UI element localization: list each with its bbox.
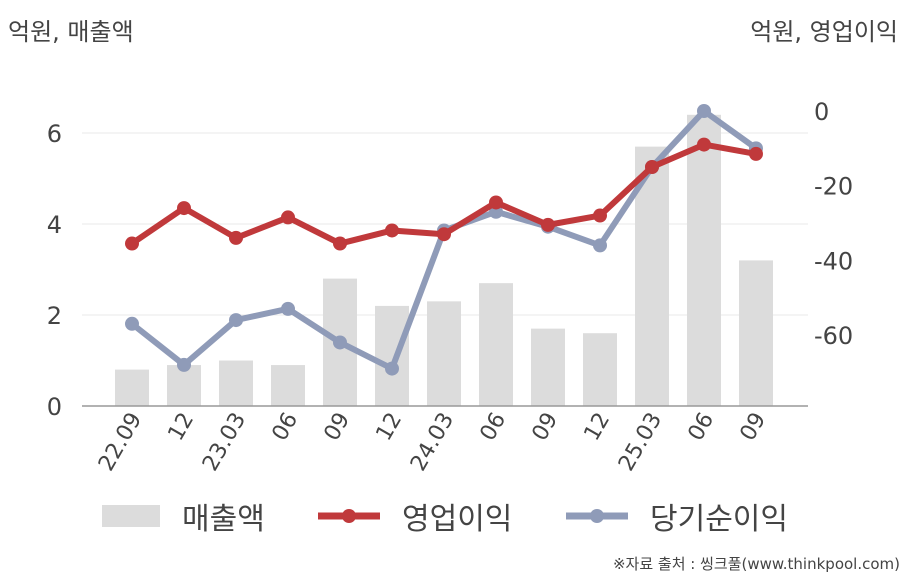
net-point (697, 104, 711, 118)
net-point (385, 361, 399, 376)
revenue-bar (739, 260, 773, 406)
operating-point (541, 217, 555, 232)
legend-item-revenue: 매출액 (102, 494, 265, 538)
revenue-bar (583, 333, 617, 406)
right-axis-unit: 억원, 영업이익 (750, 18, 898, 46)
right-tick-label: -40 (814, 247, 853, 275)
net-point (593, 238, 607, 253)
revenue-bar (115, 369, 149, 406)
source-note: ※자료 출처 : 씽크풀(www.thinkpool.com) (612, 555, 900, 573)
operating-point (749, 146, 763, 161)
revenue-bar (427, 301, 461, 406)
x-tick-label: 12 (164, 409, 200, 446)
revenue-bar (271, 365, 305, 406)
left-tick-label: 6 (47, 120, 62, 148)
revenue-bar (635, 146, 669, 406)
x-tick-label: 06 (268, 409, 304, 446)
right-tick-label: -20 (814, 173, 853, 201)
revenue-bar (531, 328, 565, 406)
operating-point (593, 208, 607, 223)
left-axis-unit: 억원, 매출액 (8, 18, 134, 46)
operating-swatch (318, 509, 380, 523)
operating-point (281, 210, 295, 225)
x-tick-label: 24.03 (406, 409, 459, 476)
right-tick-label: -60 (814, 322, 853, 350)
legend-label-revenue: 매출액 (182, 502, 265, 537)
net-point (177, 357, 191, 372)
legend-item-operating: 영업이익 (318, 494, 512, 538)
x-tick-label: 09 (320, 409, 356, 446)
revenue-bar (167, 365, 201, 406)
operating-point (177, 201, 191, 216)
right-tick-label: 0 (814, 98, 829, 126)
revenue-swatch (102, 505, 160, 527)
net-swatch (566, 509, 628, 523)
legend-item-net: 당기순이익 (566, 494, 788, 538)
x-tick-label: 23.03 (198, 409, 251, 476)
legend-label-net: 당기순이익 (650, 502, 788, 537)
revenue-bar (479, 283, 513, 406)
left-tick-label: 0 (47, 393, 62, 421)
left-tick-label: 2 (47, 302, 62, 330)
x-tick-label: 22.09 (94, 409, 147, 476)
revenue-bar (219, 360, 253, 406)
operating-point (645, 160, 659, 174)
operating-point (333, 236, 347, 251)
x-tick-label: 06 (684, 409, 720, 446)
x-tick-label: 12 (580, 409, 616, 446)
revenue-bar (375, 305, 409, 406)
x-tick-label: 06 (476, 409, 512, 446)
net-point (333, 335, 347, 350)
x-tick-label: 09 (736, 409, 772, 446)
x-tick-label: 09 (528, 409, 564, 446)
operating-point (125, 236, 139, 251)
operating-point (697, 137, 711, 152)
left-tick-label: 4 (47, 211, 62, 239)
operating-point (385, 223, 399, 238)
x-tick-label: 25.03 (614, 409, 667, 476)
net-point (229, 313, 243, 328)
net-point (125, 316, 139, 331)
legend-label-operating: 영업이익 (402, 502, 513, 537)
x-tick-label: 12 (372, 409, 408, 446)
operating-point (437, 227, 451, 242)
operating-point (489, 195, 503, 210)
net-point (281, 301, 295, 316)
operating-point (229, 230, 243, 245)
revenue-bar (687, 114, 721, 407)
